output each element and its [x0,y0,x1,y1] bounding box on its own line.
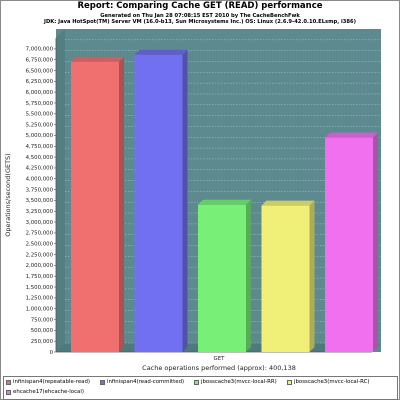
bar-side [309,200,315,352]
plot-side-wall [56,29,65,352]
legend-item: jbosscache3(mvcc-local-RR) [194,379,277,385]
bar-side [119,56,124,353]
y-tick-label: 6,000,000 [26,90,54,96]
y-tick-label: 3,500,000 [26,198,54,204]
y-tick-label: 3,750,000 [26,187,54,193]
y-tick-label: 500,000 [31,328,54,334]
bar-top [198,199,251,205]
y-tick-label: 2,250,000 [26,252,54,258]
legend-item: ehcache17(ehcache-local) [6,389,84,395]
chart-subtitle-generated: Generated on Thu Jan 28 07:08:15 EST 201… [100,13,300,19]
bar-infinispan4-read-committed- [134,54,183,353]
bar-top [261,200,315,206]
y-tick-label: 7,000,000 [26,47,54,53]
bar-jbosscache3-mvcc-local-rr- [198,204,246,352]
legend-swatch [194,379,199,385]
y-tick-label: 4,500,000 [26,155,54,161]
y-tick-label: 5,250,000 [26,122,54,128]
bar-side [373,132,378,352]
legend-swatch [6,389,11,395]
chart-subtitle-jdk: JDK: Java HotSpot(TM) Server VM (16.0-b1… [44,19,356,25]
y-tick-label: 2,750,000 [26,231,54,237]
legend-label: ehcache17(ehcache-local) [13,389,84,395]
y-tick-label: 5,750,000 [26,101,54,107]
bar-side [182,49,188,353]
y-axis-label: Operations/second(GETS) [4,153,12,236]
y-tick-label: 6,750,000 [26,57,54,63]
y-tick-label: 4,750,000 [26,144,54,150]
bar-infinispan4-repeatable-read- [71,61,119,353]
y-tick-label: 2,500,000 [26,242,54,248]
y-tick-label: 5,500,000 [26,112,54,118]
legend-label: jbosscache3(mvcc-local-RC) [294,379,370,385]
y-tick-label: 5,000,000 [26,133,54,139]
y-tick-label: 1,250,000 [26,296,54,302]
bar-top [325,132,378,138]
y-tick-label: 1,000,000 [26,306,54,312]
bar-top [134,49,188,55]
y-tick-label: 250,000 [31,339,54,345]
bar-side [246,199,251,352]
legend-item: jbosscache3(mvcc-local-RC) [287,379,370,385]
y-tick-label: 3,250,000 [26,209,54,215]
y-tick-label: 4,250,000 [26,166,54,172]
legend-swatch [6,379,11,385]
y-tick-label: 6,500,000 [26,68,54,74]
y-tick-label: 3,000,000 [26,220,54,226]
x-category-label: GET [214,356,226,362]
bar-jbosscache3-mvcc-local-rc- [261,205,310,352]
chart-legend: infinispan4(repeatable-read) infinispan4(… [3,376,398,400]
chart-title: Report: Comparing Cache GET (READ) perfo… [77,1,323,11]
legend-item: infinispan4(read-committed) [100,379,184,385]
y-tick-label: 1,500,000 [26,285,54,291]
y-tick-label: 2,000,000 [26,263,54,269]
x-axis-label: Cache operations performed (approx): 400… [142,364,296,372]
y-tick-label: 6,250,000 [26,79,54,85]
legend-label: infinispan4(repeatable-read) [13,379,91,385]
legend-item: infinispan4(repeatable-read) [6,379,90,385]
legend-swatch [287,379,292,385]
bar-ehcache17-ehcache-local- [325,137,373,352]
bar-top [71,56,124,62]
legend-swatch [100,379,105,385]
legend-label: infinispan4(read-committed) [107,379,185,385]
y-tick-label: 4,000,000 [26,177,54,183]
y-tick-label: 750,000 [31,317,54,323]
y-tick-label: 1,750,000 [26,274,54,280]
y-tick-label: 0 [50,350,54,356]
legend-label: jbosscache3(mvcc-local-RR) [201,379,277,385]
